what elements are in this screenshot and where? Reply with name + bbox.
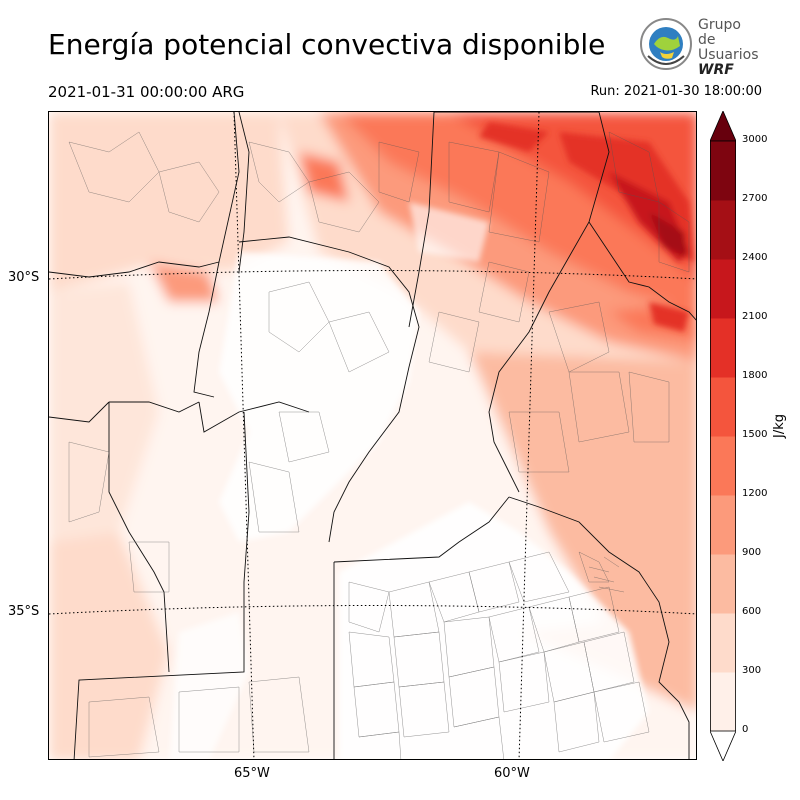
colorbar-tick-label: 600 — [742, 606, 762, 617]
colorbar-unit: J/kg — [772, 414, 787, 438]
colorbar-bin — [710, 613, 736, 673]
lon-label-65w: 65°W — [234, 766, 270, 781]
colorbar-tick-label: 0 — [742, 724, 749, 735]
colorbar-bin — [710, 554, 736, 614]
colorbar-tick-label: 2700 — [742, 193, 768, 204]
colorbar — [709, 109, 737, 763]
colorbar-tick-label: 1500 — [742, 429, 768, 440]
province-borders — [49, 112, 696, 759]
colorbar-bin — [710, 495, 736, 555]
valid-time: 2021-01-31 00:00:00 ARG — [48, 83, 245, 101]
map-canvas — [49, 112, 696, 759]
wrf-logo: Grupo de Usuarios WRF — [638, 16, 759, 78]
colorbar-bin — [710, 200, 736, 260]
colorbar-tick-label: 2400 — [742, 252, 768, 263]
colorbar-tick-label: 900 — [742, 547, 762, 558]
colorbar-bin — [710, 672, 736, 732]
department-borders — [68, 131, 690, 759]
colorbar-tick-label: 300 — [742, 665, 762, 676]
colorbar-bin — [710, 141, 736, 201]
colorbar-bin — [710, 377, 736, 437]
lat-label-35s: 35°S — [8, 604, 40, 619]
colorbar-tick-label: 2100 — [742, 311, 768, 322]
colorbar-tick-label: 3000 — [742, 134, 768, 145]
colorbar-bin — [710, 318, 736, 378]
colorbar-extend-max — [709, 109, 737, 142]
lon-label-60w: 60°W — [494, 766, 530, 781]
colorbar-tick-label: 1200 — [742, 488, 768, 499]
lat-label-30s: 30°S — [8, 270, 40, 285]
colorbar-border — [710, 140, 737, 732]
colorbar-bin — [710, 259, 736, 319]
globe-icon — [640, 18, 692, 70]
run-time: Run: 2021-01-30 18:00:00 — [590, 84, 762, 99]
map-title: Energía potencial convectiva disponible — [48, 28, 606, 61]
colorbar-graphic — [709, 109, 737, 763]
colorbar-tick-label: 1800 — [742, 370, 768, 381]
cape-map — [48, 111, 697, 760]
logo-text: Grupo de Usuarios WRF — [698, 17, 759, 78]
graticule — [49, 112, 696, 759]
colorbar-bin — [710, 436, 736, 496]
colorbar-extend-min — [709, 730, 737, 763]
